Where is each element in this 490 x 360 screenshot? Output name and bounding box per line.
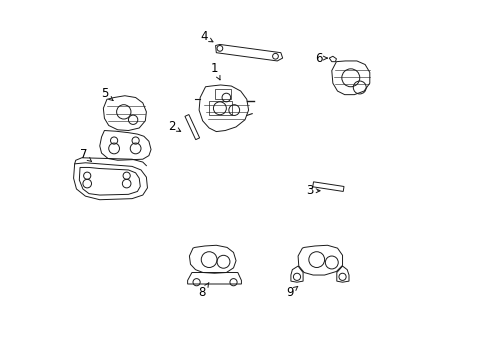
- Text: 5: 5: [101, 87, 113, 100]
- Text: 8: 8: [198, 283, 209, 300]
- Text: 1: 1: [211, 62, 220, 80]
- Text: 6: 6: [315, 51, 327, 64]
- Text: 9: 9: [286, 286, 298, 300]
- Polygon shape: [185, 114, 199, 140]
- Text: 2: 2: [168, 120, 181, 133]
- Text: 7: 7: [80, 148, 92, 162]
- Text: 3: 3: [306, 184, 320, 197]
- Text: 4: 4: [200, 30, 213, 43]
- Bar: [209, 101, 232, 116]
- Bar: [215, 89, 231, 99]
- Polygon shape: [313, 182, 344, 192]
